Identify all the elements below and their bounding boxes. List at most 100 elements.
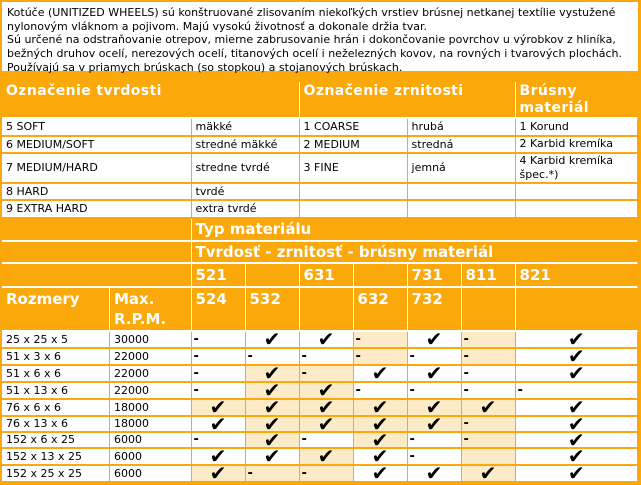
availability-dash: - [407,448,462,466]
availability-check: ✔ [515,365,639,383]
designation-row: 6 MEDIUM/SOFT stredné mäkké 2 MEDIUM stredn… [2,136,639,154]
material-type-header-row: Typ materiálu [2,218,639,242]
material-name: 4 Karbid kremíka špec.*) [515,153,639,184]
hardness-code: 7 MEDIUM/HARD [2,153,192,184]
grit-designation-header: Označenie zrnitosti [299,82,516,119]
availability-check: ✔ [407,416,462,433]
product-row: 76 x 6 x 6 18000 ✔ ✔ ✔ ✔ ✔ ✔ ✔ [2,399,639,417]
material-name: 2 Karbid kremíka [515,136,639,154]
grit-code: 3 FINE [299,153,408,184]
availability-dash: - [191,348,246,366]
product-code: 732 [407,287,462,332]
availability-dash: - [461,416,516,433]
availability-check: ✔ [407,399,462,417]
availability-check: ✔ [353,465,408,483]
hardness-desc: stredné mäkké [191,136,300,154]
availability-check: ✔ [407,365,462,383]
designation-row: 8 HARD tvrdé [2,183,639,201]
availability-dash: - [461,348,516,366]
availability-check: ✔ [191,465,246,483]
grit-desc: jemná [407,153,516,184]
product-size: 51 x 6 x 6 [2,365,110,383]
availability-check: ✔ [407,465,462,483]
grit-desc [407,200,516,219]
combo-header-row: Tvrdosť - zrnitosť - brúsny materiál [2,241,639,264]
availability-check: ✔ [299,382,354,400]
availability-check: ✔ [299,331,354,349]
designation-row: 7 MEDIUM/HARD stredne tvrdé 3 FINE jemná 4 K… [2,153,639,184]
availability-check: ✔ [353,448,408,466]
spacer-cell [2,241,192,264]
availability-dash: - [353,348,408,366]
availability-dash: - [461,331,516,349]
availability-check: ✔ [353,416,408,433]
product-size: 76 x 6 x 6 [2,399,110,417]
grit-code: 2 MEDIUM [299,136,408,154]
hardness-designation-header: Označenie tvrdosti [2,82,300,119]
availability-check: ✔ [515,432,639,449]
product-code-row-top: 521 631 731 811 821 [2,263,639,288]
material-type-header: Typ materiálu [191,218,639,242]
availability-dash: - [407,348,462,366]
product-code: 521 [191,263,246,288]
product-rpm: 22000 [110,382,192,400]
material-name: 1 Korund [515,118,639,137]
product-code: 731 [407,263,462,288]
availability-check: ✔ [191,416,246,433]
availability-dash: - [461,382,516,400]
product-row: 51 x 6 x 6 22000- ✔ - ✔ ✔ - ✔ [2,365,639,383]
product-rpm: 6000 [110,448,192,466]
grit-code [299,183,408,201]
product-rpm: 22000 [110,365,192,383]
availability-dash: - [299,348,354,366]
product-size: 76 x 13 x 6 [2,416,110,433]
product-row: 25 x 25 x 5 30000- ✔ ✔ - ✔ - ✔ [2,331,639,349]
product-code: 532 [245,287,300,332]
product-row: 152 x 13 x 25 6000 ✔ ✔ ✔ ✔ - ✔ [2,448,639,466]
product-row: 152 x 6 x 25 6000- ✔ - ✔ - - ✔ [2,432,639,449]
product-row: 76 x 13 x 6 18000 ✔ ✔ ✔ ✔ ✔ - ✔ [2,416,639,433]
hardness-desc: mäkké [191,118,300,137]
availability-dash: - [299,432,354,449]
product-size: 152 x 6 x 25 [2,432,110,449]
hardness-desc: stredne tvrdé [191,153,300,184]
grit-desc: hrubá [407,118,516,137]
availability-dash: - [407,382,462,400]
material-name [515,183,639,201]
availability-check: ✔ [515,416,639,433]
availability-check: ✔ [461,399,516,417]
hardness-code: 6 MEDIUM/SOFT [2,136,192,154]
availability-check: ✔ [353,399,408,417]
product-code-empty [245,263,300,288]
availability-dash: - [461,365,516,383]
grit-code: 1 COARSE [299,118,408,137]
availability-check: ✔ [407,331,462,349]
product-row: 152 x 25 x 25 6000 ✔ - - ✔ ✔ ✔ ✔ [2,465,639,483]
intro-text: Kotúče (UNITIZED WHEELS) sú konštruované… [2,2,638,74]
product-rpm: 30000 [110,331,192,349]
availability-check: ✔ [245,331,300,349]
material-name [515,200,639,219]
spacer-cell [2,218,192,242]
availability-check: ✔ [245,382,300,400]
availability-dash: - [353,331,408,349]
hardness-desc: extra tvrdé [191,200,300,219]
product-size: 25 x 25 x 5 [2,331,110,349]
hardness-code: 9 EXTRA HARD [2,200,192,219]
availability-check: ✔ [461,465,516,483]
product-size: 152 x 25 x 25 [2,465,110,483]
product-code-row-bottom: Rozmery Max. R.P.M. 524 532 632 732 [2,287,639,332]
availability-check: ✔ [299,399,354,417]
product-code: 632 [353,287,408,332]
availability-dash: - [191,331,246,349]
product-size: 51 x 3 x 6 [2,348,110,366]
product-table: Označenie tvrdosti Označenie zrnitosti Brú… [2,82,639,483]
availability-check: ✔ [515,465,639,483]
product-size: 152 x 13 x 25 [2,448,110,466]
rpm-column-header: Max. R.P.M. [110,287,192,332]
availability-dash: - [353,382,408,400]
product-code-empty [353,263,408,288]
availability-dash: - [191,365,246,383]
designation-row: 5 SOFT mäkké 1 COARSE hrubá 1 Korund [2,118,639,137]
availability-check: ✔ [515,448,639,466]
